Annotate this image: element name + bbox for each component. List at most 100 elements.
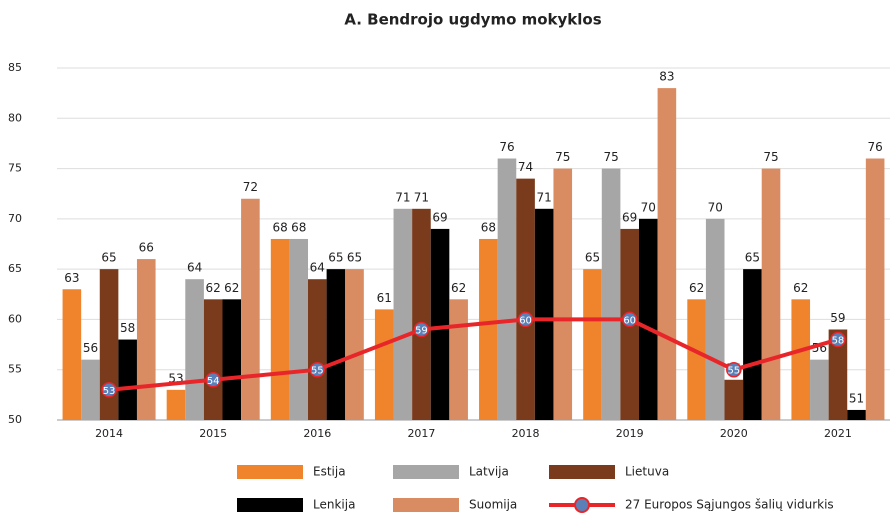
data-label: 69 [432, 210, 447, 224]
bar [136, 259, 156, 420]
data-label: 61 [377, 291, 392, 305]
data-label: 75 [763, 150, 778, 164]
bar [583, 269, 602, 420]
data-label: 65 [347, 251, 362, 265]
data-label: 76 [499, 140, 514, 154]
legend-label: Latvija [469, 465, 509, 479]
data-label: 69 [622, 210, 637, 224]
bar [743, 269, 762, 420]
data-label: 62 [224, 281, 239, 295]
bar [516, 178, 535, 420]
data-label: 66 [139, 241, 154, 255]
legend-label: Estija [313, 465, 346, 479]
bar [412, 208, 431, 420]
bar [761, 168, 781, 420]
bar [534, 208, 554, 420]
marker-label: 60 [519, 315, 532, 326]
legend-marker [574, 497, 590, 513]
legend-swatch [393, 498, 459, 512]
bar [705, 218, 725, 420]
data-label: 71 [395, 190, 410, 204]
legend-label: 27 Europos Sąjungos šalių vidurkis [625, 498, 834, 512]
line-marker [413, 321, 430, 338]
data-label: 63 [64, 271, 79, 285]
y-tick-label: 80 [8, 111, 22, 124]
data-label: 75 [555, 150, 570, 164]
data-label: 71 [537, 190, 552, 204]
line-marker [830, 331, 846, 348]
bar [289, 238, 309, 420]
data-label: 65 [328, 251, 343, 265]
data-label: 65 [585, 251, 600, 265]
x-tick-label: 2018 [512, 427, 540, 440]
x-tick-label: 2020 [720, 427, 748, 440]
data-label: 62 [689, 281, 704, 295]
y-tick-label: 75 [8, 162, 22, 175]
line-marker [309, 361, 326, 378]
bar [638, 218, 658, 420]
marker-label: 59 [415, 325, 428, 336]
y-tick-label: 65 [8, 262, 22, 275]
data-label: 68 [272, 220, 287, 234]
bar [185, 279, 204, 420]
x-tick-label: 2015 [199, 427, 227, 440]
bar [810, 359, 829, 420]
marker-label: 60 [623, 315, 636, 326]
bar [393, 208, 413, 420]
x-tick-label: 2017 [407, 427, 435, 440]
bar [791, 299, 811, 420]
data-label: 64 [310, 261, 325, 275]
data-label: 68 [291, 220, 306, 234]
line-marker [726, 361, 742, 378]
data-label: 65 [745, 251, 760, 265]
marker-label: 55 [311, 366, 324, 377]
x-tick-label: 2014 [95, 427, 123, 440]
bar [118, 339, 137, 420]
bar [687, 299, 706, 420]
data-label: 76 [867, 140, 882, 154]
bar [430, 228, 450, 420]
line-marker [205, 372, 221, 388]
y-tick-label: 85 [8, 61, 22, 74]
bar [553, 168, 573, 420]
data-label: 62 [793, 281, 808, 295]
bar [166, 389, 186, 420]
marker-label: 54 [207, 376, 220, 387]
bar [308, 279, 327, 420]
marker-label: 55 [727, 366, 740, 377]
line-marker [621, 311, 638, 328]
data-label: 72 [243, 180, 258, 194]
bar [203, 299, 223, 420]
x-tick-label: 2019 [616, 427, 644, 440]
line [108, 317, 839, 392]
data-label: 74 [518, 160, 533, 174]
data-label: 62 [451, 281, 466, 295]
data-label: 58 [120, 321, 135, 335]
legend-swatch [393, 465, 459, 479]
bar [724, 379, 744, 420]
x-tick-label: 2016 [303, 427, 331, 440]
marker-label: 58 [832, 336, 845, 347]
marker-label: 53 [103, 386, 116, 397]
data-label: 59 [830, 311, 845, 325]
data-label: 70 [708, 200, 723, 214]
bar [374, 309, 394, 420]
legend-swatch [237, 465, 303, 479]
data-label: 64 [187, 261, 202, 275]
y-tick-label: 55 [8, 363, 22, 376]
data-label: 70 [641, 200, 656, 214]
bar [62, 289, 82, 420]
bar [270, 238, 290, 420]
y-tick-label: 60 [8, 312, 22, 325]
y-tick-label: 50 [8, 413, 22, 426]
legend-label: Lenkija [313, 498, 355, 512]
data-label: 65 [101, 251, 116, 265]
data-label: 75 [603, 150, 618, 164]
data-label: 68 [481, 220, 496, 234]
bar [449, 299, 468, 420]
chart-title: A. Bendrojo ugdymo mokyklos [344, 11, 601, 29]
bar [497, 158, 517, 420]
bar [601, 168, 621, 420]
legend-swatch [549, 465, 615, 479]
data-label: 62 [206, 281, 221, 295]
